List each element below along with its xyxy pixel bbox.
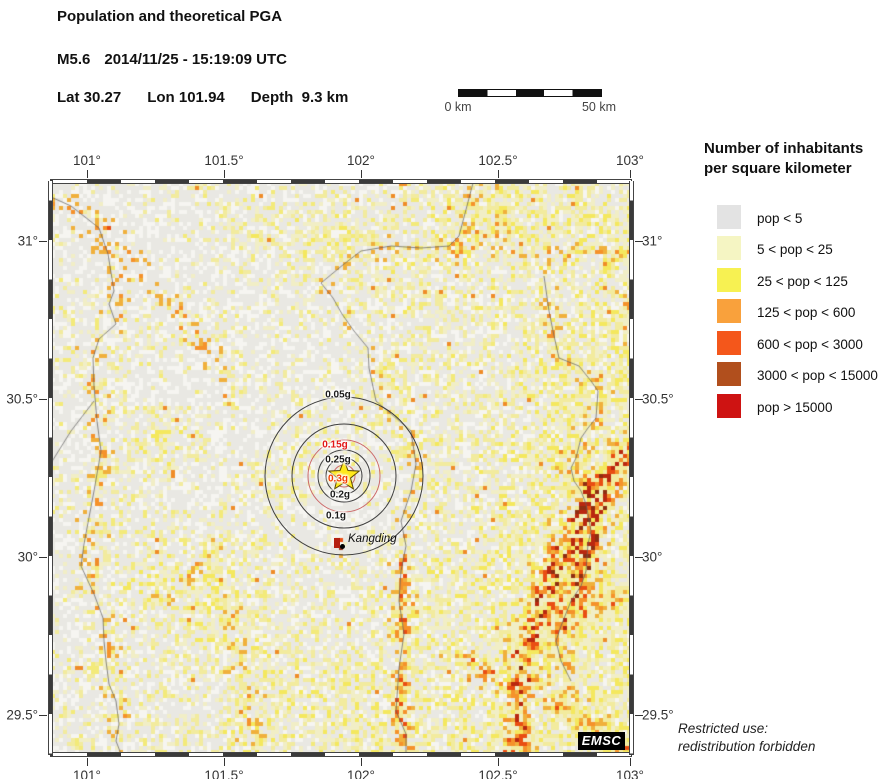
pga-contour-circle-0.15g (307, 439, 381, 513)
legend-swatch (717, 394, 741, 418)
restriction-line1: Restricted use: (678, 721, 769, 736)
legend-title-line1: Number of inhabitants (704, 140, 864, 157)
contour-label-0.25g: 0.25g (325, 454, 351, 466)
map-frame-bottom (50, 752, 632, 757)
contour-label-0.1g: 0.1g (325, 510, 347, 522)
legend-label: pop > 15000 (757, 400, 833, 415)
axis-tick (39, 557, 47, 558)
axis-tick (224, 758, 225, 766)
restriction-line2: redistribution forbidden (678, 739, 816, 754)
event-depth: Depth 9.3 km (250, 89, 349, 106)
axis-tick (630, 758, 631, 766)
location-line: Lat 30.27 Lon 101.94 Depth 9.3 km (57, 89, 374, 106)
y-axis-label: 29.5° (6, 707, 38, 723)
axis-tick (39, 715, 47, 716)
page-title: Population and theoretical PGA (57, 8, 283, 25)
x-axis-label: 102° (347, 768, 375, 779)
legend-title-line2: per square kilometer (704, 160, 852, 177)
axis-tick (39, 241, 47, 242)
legend-label: 600 < pop < 3000 (757, 337, 863, 352)
city-marker-dot (340, 544, 345, 549)
emsc-logo: EMSC (578, 732, 625, 750)
x-axis-label: 101° (73, 153, 101, 168)
axis-tick (630, 170, 631, 178)
pga-contour-circle-0.05g (264, 396, 424, 556)
pga-contour-circle-0.1g (291, 423, 397, 529)
axis-tick (635, 715, 643, 716)
y-axis-label: 30° (17, 549, 38, 565)
axis-tick (635, 241, 643, 242)
y-axis-label: 30.5° (6, 391, 38, 407)
legend-label: pop < 5 (757, 211, 803, 226)
x-axis-label: 103° (616, 153, 644, 168)
legend-swatch (717, 331, 741, 355)
x-axis-label: 103° (616, 768, 644, 779)
event-line: M5.6 2014/11/25 - 15:19:09 UTC (57, 51, 301, 68)
x-axis-label: 101° (73, 768, 101, 779)
restriction-notice: Restricted use: redistribution forbidden (678, 720, 815, 756)
legend-swatch (717, 362, 741, 386)
x-axis-label: 101.5° (204, 153, 244, 168)
contour-label-0.05g: 0.05g (325, 389, 351, 401)
axis-tick (498, 170, 499, 178)
legend-label: 25 < pop < 125 (757, 274, 848, 289)
city-population-pixel (334, 538, 340, 548)
city-label: Kangding (348, 533, 397, 545)
scale-bar (458, 89, 602, 97)
pga-contours (264, 396, 424, 556)
map-frame-right (629, 181, 634, 755)
x-axis-label: 102° (347, 153, 375, 168)
event-lat: Lat 30.27 (57, 89, 122, 106)
x-axis-label: 102.5° (478, 153, 518, 168)
axis-tick (635, 399, 643, 400)
y-axis-label: 31° (17, 233, 38, 249)
pga-contour-circle-0.2g (317, 449, 371, 503)
event-datetime: 2014/11/25 - 15:19:09 UTC (104, 51, 287, 68)
event-lon: Lon 101.94 (147, 89, 225, 106)
y-axis-label: 31° (642, 233, 663, 249)
y-axis-label: 30° (642, 549, 663, 565)
axis-tick (635, 557, 643, 558)
map-frame-top (50, 179, 632, 184)
map-frame-left (48, 181, 53, 755)
legend-swatch (717, 205, 741, 229)
axis-tick (361, 170, 362, 178)
legend-swatch (717, 299, 741, 323)
axis-tick (224, 170, 225, 178)
legend-swatch (717, 268, 741, 292)
axis-tick (39, 399, 47, 400)
contour-label-0.3g: 0.3g (327, 473, 349, 485)
map: 0.05g 0.15g 0.25g 0.3g 0.2g 0.1g Kangdin… (6, 153, 673, 779)
contour-label-0.15g: 0.15g (322, 439, 348, 451)
axis-tick (87, 170, 88, 178)
event-magnitude: M5.6 (57, 51, 91, 68)
pga-contour-circle-0.25g (325, 457, 363, 495)
axis-tick (498, 758, 499, 766)
legend-title: Number of inhabitants per square kilomet… (704, 139, 863, 179)
y-axis-label: 29.5° (642, 707, 674, 723)
legend-label: 5 < pop < 25 (757, 242, 833, 257)
x-axis-label: 101.5° (204, 768, 244, 779)
axis-tick (87, 758, 88, 766)
epicenter-star (327, 458, 361, 491)
scale-bar-end-label: 50 km (581, 100, 617, 114)
contour-label-0.2g: 0.2g (329, 489, 351, 501)
legend-label: 3000 < pop < 15000 (757, 368, 878, 383)
x-axis-label: 102.5° (478, 768, 518, 779)
y-axis-label: 30.5° (642, 391, 674, 407)
scale-bar-start-label: 0 km (444, 100, 472, 114)
axis-tick (361, 758, 362, 766)
legend-swatch (717, 236, 741, 260)
legend-label: 125 < pop < 600 (757, 305, 856, 320)
